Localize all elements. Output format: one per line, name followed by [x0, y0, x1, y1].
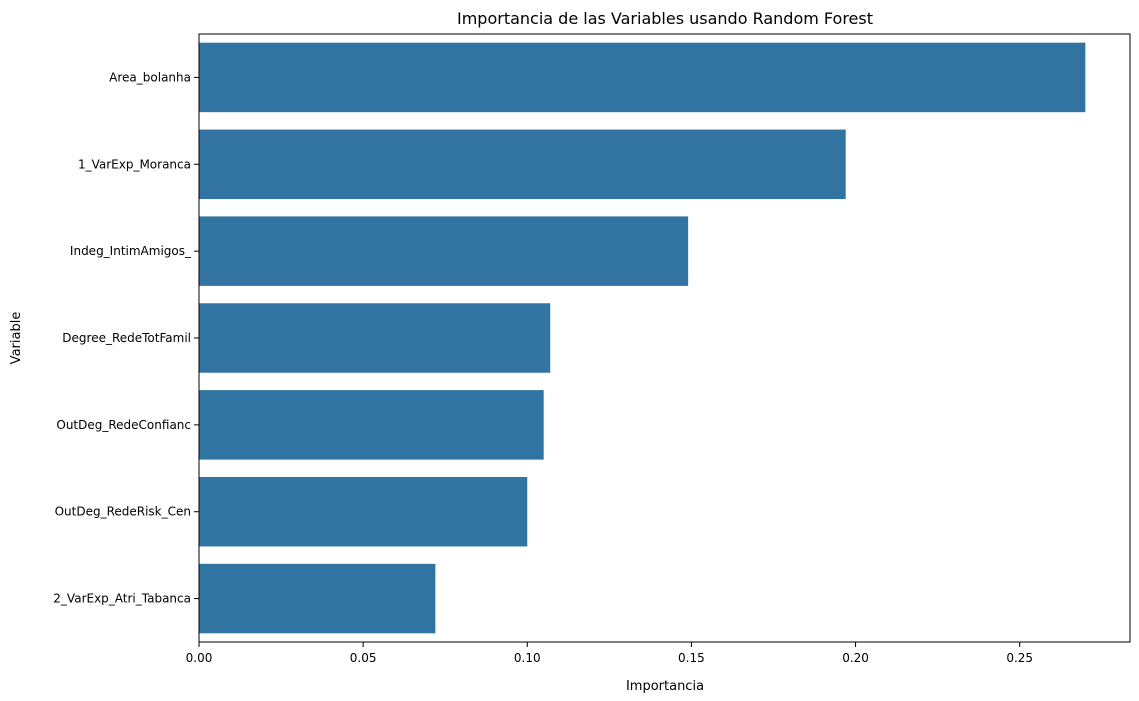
x-tick-label: 0.10 [514, 651, 541, 665]
y-tick-label: 2_VarExp_Atri_Tabanca [53, 592, 191, 606]
x-tick-label: 0.15 [678, 651, 705, 665]
bar-4 [199, 303, 551, 373]
plot-frame [198, 33, 1131, 643]
y-axis-label: Variable [9, 312, 24, 365]
x-tick-label: 0.20 [842, 651, 869, 665]
bar-5 [199, 390, 544, 460]
bar-6 [199, 476, 528, 547]
x-tick-label: 0.00 [186, 651, 213, 665]
chart-title: Importancia de las Variables usando Rand… [457, 9, 873, 28]
y-tick-label: OutDeg_RedeConfianc [56, 418, 191, 432]
x-axis-ticks: 0.00 0.05 0.10 0.15 0.20 0.25 [186, 642, 1033, 665]
y-tick-label: OutDeg_RedeRisk_Cen [55, 505, 191, 519]
x-tick-label: 0.05 [350, 651, 377, 665]
bar-2 [199, 129, 846, 200]
bar-1 [199, 42, 1086, 113]
bar-7 [199, 563, 436, 634]
bars-group [199, 42, 1086, 634]
y-tick-label: Area_bolanha [109, 70, 191, 84]
bar-3 [199, 216, 689, 286]
x-tick-label: 0.25 [1006, 651, 1033, 665]
y-tick-label: Degree_RedeTotFamil [62, 331, 191, 345]
x-axis-label: Importancia [626, 679, 704, 694]
y-tick-label: 1_VarExp_Moranca [78, 157, 191, 171]
y-tick-label: Indeg_IntimAmigos_ [70, 244, 192, 258]
y-axis-ticks: Area_bolanha 1_VarExp_Moranca Indeg_IntimA… [53, 70, 199, 606]
